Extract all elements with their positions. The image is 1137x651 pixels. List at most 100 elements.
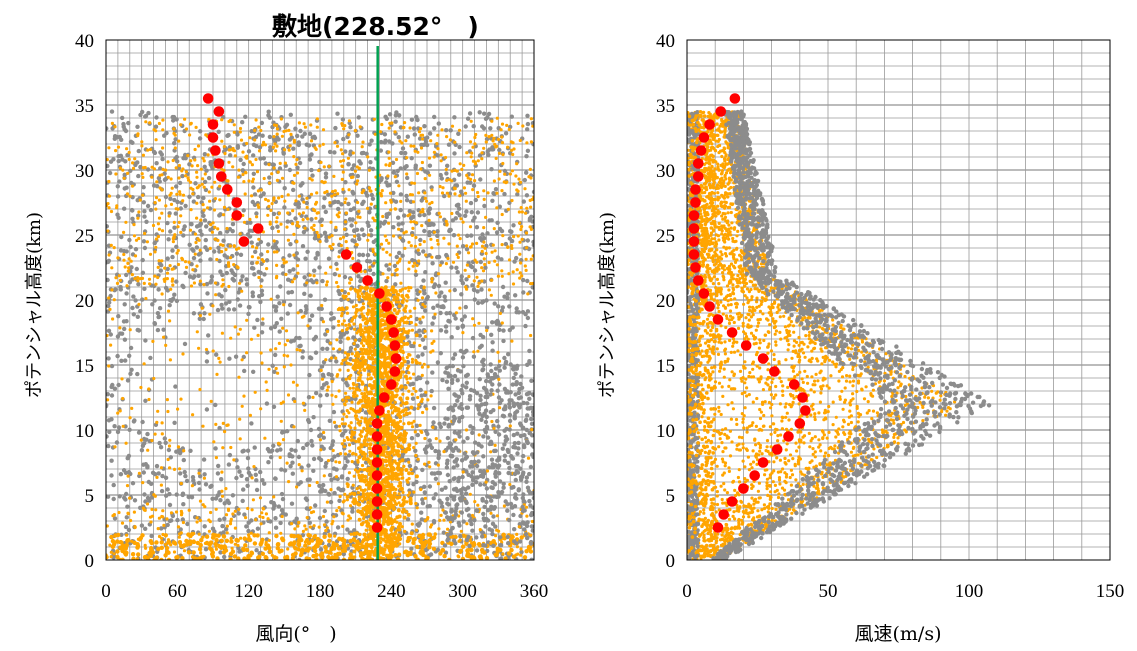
raw-data-point [170,279,174,283]
raw-data-point [350,317,355,322]
raw-data-point [201,457,207,462]
raw-data-point [124,185,129,190]
raw-data-point [440,304,446,309]
raw-data-point [443,485,448,490]
raw-data-point [346,201,351,207]
raw-data-point [529,533,533,537]
raw-data-point [472,350,476,354]
raw-data-point [479,287,484,292]
raw-data-point [404,198,410,203]
raw-data-point [169,202,174,206]
raw-data-point [294,516,299,521]
raw-data-point [415,506,419,510]
raw-data-point [492,227,496,231]
raw-data-point [351,451,355,455]
raw-data-point [448,289,452,293]
raw-data-point [219,477,224,482]
raw-data-point [181,520,185,525]
raw-data-point [386,276,390,280]
raw-data-point [370,369,374,373]
raw-data-point [270,225,275,231]
raw-data-point [406,493,410,497]
raw-data-point [346,156,350,160]
raw-data-point [392,263,398,269]
raw-data-point [194,245,200,250]
raw-data-point [447,242,451,246]
raw-data-point [197,532,201,536]
raw-data-point [236,332,240,336]
raw-data-point [509,114,514,119]
raw-data-point [476,503,480,507]
raw-data-point [282,205,287,210]
raw-data-point [167,444,172,448]
raw-data-point [337,460,342,464]
raw-data-point [465,233,470,238]
raw-data-point [269,500,274,505]
raw-data-point [211,221,215,225]
raw-data-point [412,181,417,185]
raw-data-point [133,277,137,281]
raw-data-point [463,213,468,218]
raw-data-point [438,184,442,189]
raw-data-point [389,208,393,212]
raw-data-point [145,495,151,501]
raw-data-point [272,369,277,374]
raw-data-point [441,186,445,190]
raw-data-point [527,216,533,221]
raw-data-point [260,321,265,326]
raw-data-point [519,227,523,232]
raw-data-point [399,150,404,156]
raw-data-point [250,290,255,295]
raw-data-point [156,409,160,413]
raw-data-point [172,467,177,471]
raw-data-point [364,528,368,532]
raw-data-point [144,296,148,301]
raw-data-point [319,160,323,164]
raw-data-point [450,169,454,173]
raw-data-point [262,176,266,181]
raw-data-point [315,211,319,215]
raw-data-point [217,356,221,360]
raw-data-point [218,550,223,555]
raw-data-point [507,418,513,424]
raw-data-point [413,306,417,310]
raw-data-point [328,499,334,505]
raw-data-point [379,242,384,246]
raw-data-point [116,314,121,319]
raw-data-point [419,127,423,131]
raw-data-point [381,272,385,276]
raw-data-point [366,206,370,210]
raw-data-point [519,553,523,557]
raw-data-point [117,179,122,184]
raw-data-point [439,159,443,163]
raw-data-point [341,551,346,557]
raw-data-point [255,526,261,531]
raw-data-point [423,308,428,313]
raw-data-point [221,421,225,425]
raw-data-point [208,520,212,524]
raw-data-point [338,488,344,493]
raw-data-point [417,213,422,218]
raw-data-point [349,407,353,411]
raw-data-point [398,207,403,213]
raw-data-point [488,126,493,131]
raw-data-point [372,117,376,121]
raw-data-point [364,362,368,366]
raw-data-point [516,390,522,396]
raw-data-point [225,524,229,528]
raw-data-point [523,187,527,191]
raw-data-point [391,190,396,196]
raw-data-point [475,210,481,215]
raw-data-point [327,492,332,497]
raw-data-point [199,232,204,237]
raw-data-point [436,463,440,467]
raw-data-point [379,176,384,181]
raw-data-point [517,221,522,225]
raw-data-point [211,349,215,353]
raw-data-point [404,193,409,199]
raw-data-point [329,356,334,360]
raw-data-point [355,331,359,335]
raw-data-point [518,252,522,256]
raw-data-point [131,419,137,424]
raw-data-point [398,236,402,240]
